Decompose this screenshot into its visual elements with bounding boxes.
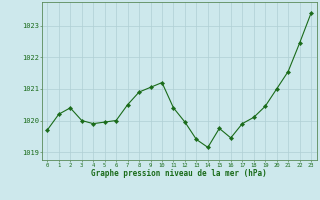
X-axis label: Graphe pression niveau de la mer (hPa): Graphe pression niveau de la mer (hPa): [91, 169, 267, 178]
